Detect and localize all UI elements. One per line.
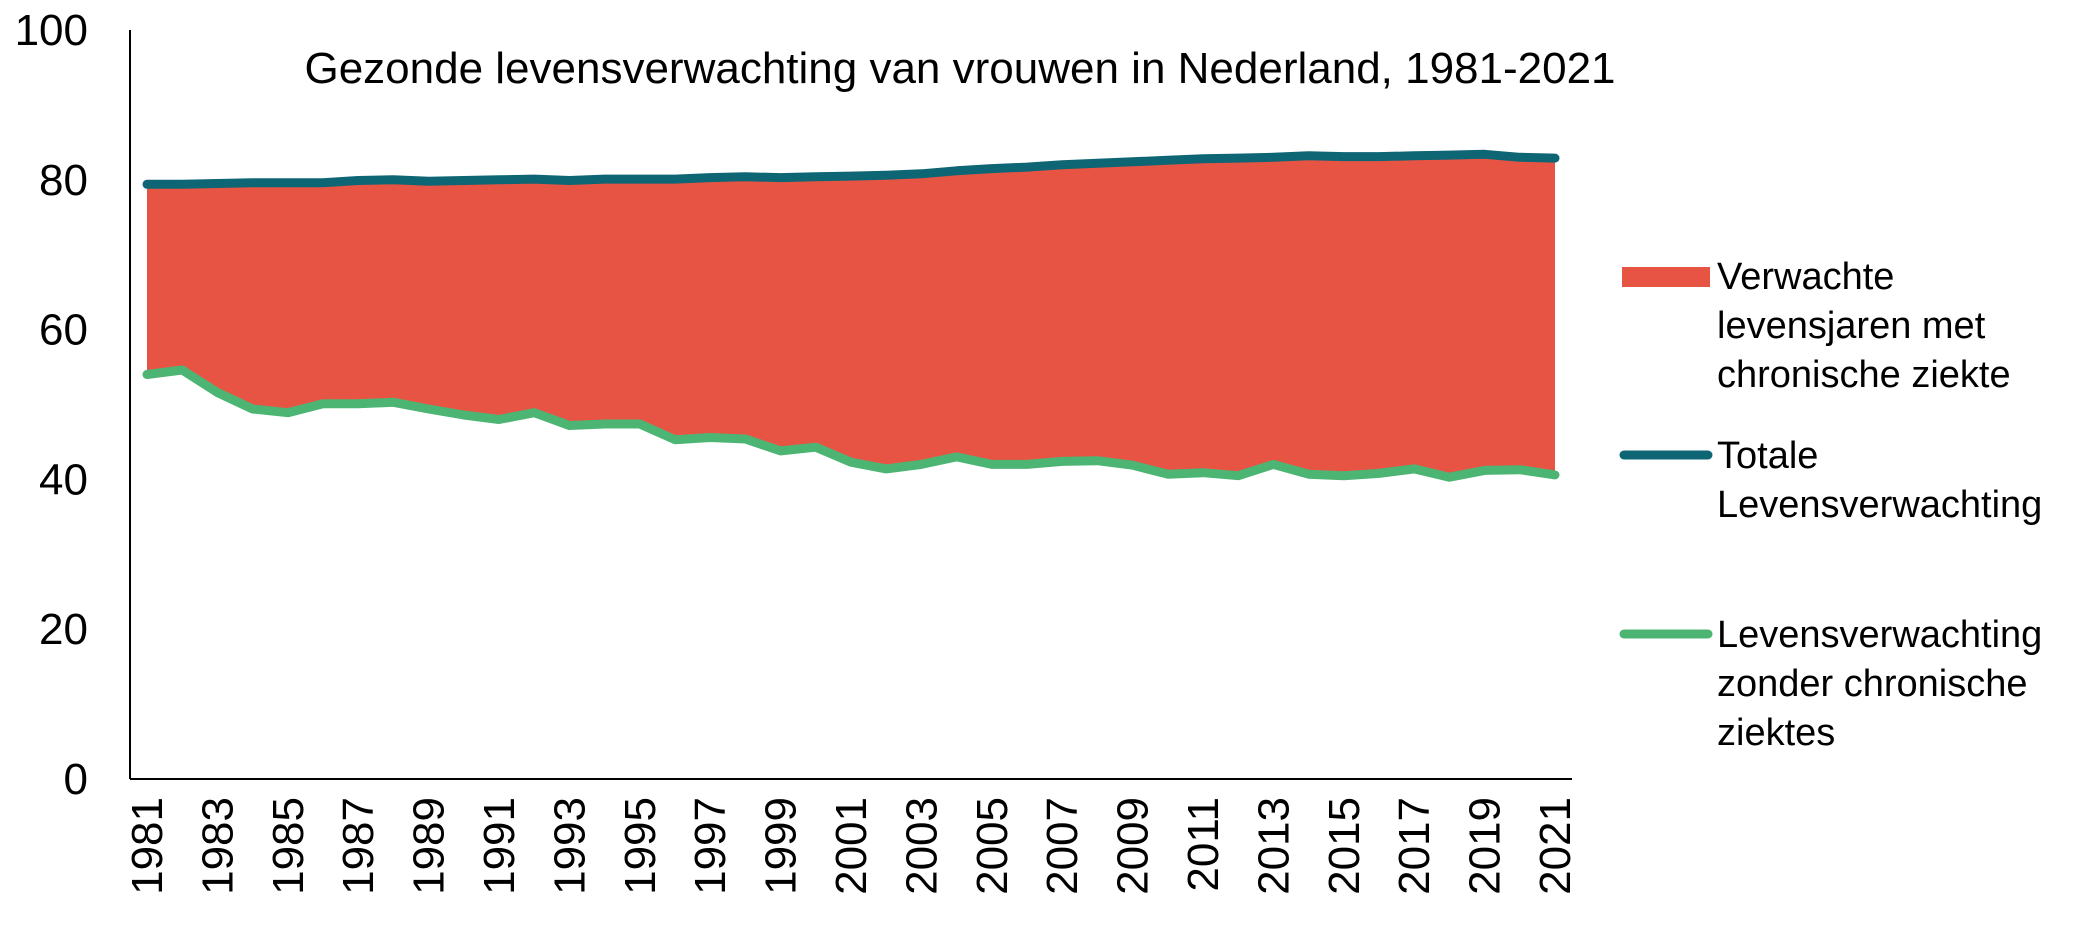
x-tick-label: 1999 [757,797,806,895]
x-axis-ticks: 1981 1983 1985 1987 1989 1991 1993 1995 1997 1999… [123,797,1580,895]
legend-label: zonder chronische [1717,663,2028,705]
x-tick-label: 2013 [1249,797,1298,895]
x-tick-label: 1997 [686,797,735,895]
x-tick-label: 2003 [897,797,946,895]
x-tick-label: 2015 [1320,797,1369,895]
line-total-life-expectancy [142,149,1560,189]
x-tick-label: 2017 [1390,797,1439,895]
legend-label: ziektes [1717,712,1835,754]
x-tick-label: 2007 [1038,797,1087,895]
area-chronic-disease-years [147,154,1555,478]
x-tick-label: 1983 [193,797,242,895]
legend-label: levensjaren met [1717,305,1986,347]
x-tick-label: 2021 [1531,797,1580,895]
x-tick-label: 1985 [264,797,313,895]
legend-label: Levensverwachting [1717,614,2042,656]
x-tick-label: 2001 [827,797,876,895]
x-tick-label: 1989 [405,797,454,895]
x-tick-label: 1993 [545,797,594,895]
legend-label: Totale [1717,435,1818,477]
y-tick-label: 60 [39,306,88,355]
y-tick-label: 100 [15,6,88,55]
legend: Verwachte levensjaren met chronische ziekt… [1619,256,2042,754]
y-tick-label: 40 [39,455,88,504]
legend-swatch-chronic-disease [1622,267,1710,287]
y-tick-label: 20 [39,605,88,654]
legend-label: Levensverwachting [1717,484,2042,526]
line-layer [142,149,1560,482]
legend-label: Verwachte [1717,256,1894,298]
line-healthy-life-expectancy [142,365,1560,482]
area-layer [147,154,1555,478]
x-tick-label: 1995 [616,797,665,895]
legend-label: chronische ziekte [1717,354,2011,396]
x-tick-label: 2011 [1179,797,1228,892]
x-tick-label: 2019 [1461,797,1510,895]
x-tick-label: 1987 [334,797,383,895]
x-tick-label: 2009 [1109,797,1158,895]
x-tick-label: 1991 [475,797,524,895]
chart-title: Gezonde levensverwachting van vrouwen in… [304,44,1615,93]
x-tick-label: 2005 [968,797,1017,895]
y-tick-label: 80 [39,156,88,205]
y-tick-label: 0 [64,755,88,804]
x-tick-label: 1981 [123,797,172,895]
y-axis-ticks: 0 20 40 60 80 100 [15,6,88,804]
axes [129,30,1572,780]
